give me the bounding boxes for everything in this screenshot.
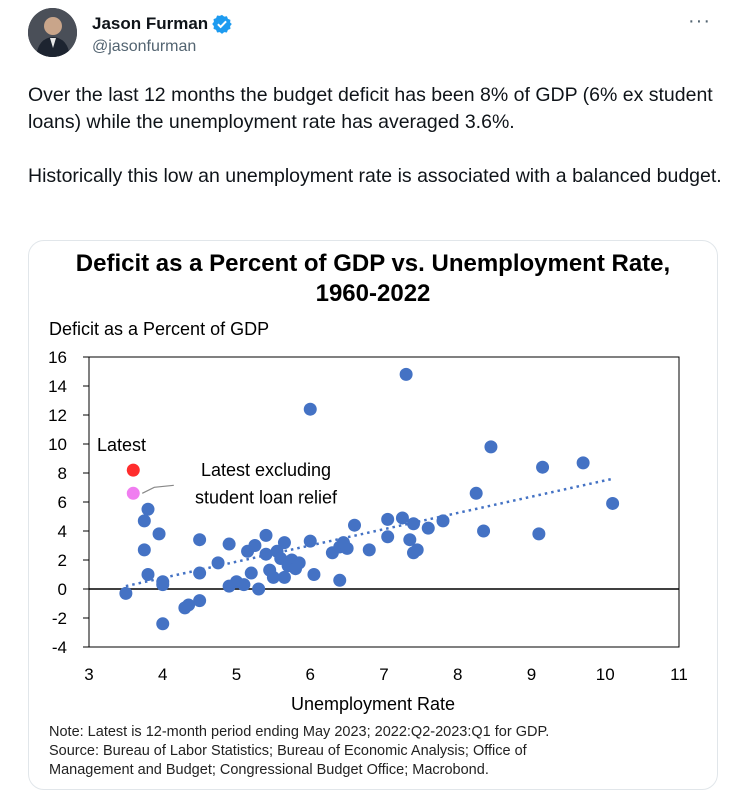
avatar[interactable] <box>28 8 77 57</box>
x-tick-label: 9 <box>527 665 536 684</box>
chart-note-line: Management and Budget; Congressional Bud… <box>49 762 489 778</box>
data-point <box>193 533 207 547</box>
latest-excluding-point <box>126 486 140 500</box>
more-options-icon[interactable]: ··· <box>688 10 711 32</box>
chart-note-line: Note: Latest is 12-month period ending M… <box>49 724 549 740</box>
data-point <box>403 533 417 547</box>
y-tick-label: 2 <box>58 551 67 570</box>
x-tick-label: 7 <box>379 665 388 684</box>
data-point <box>252 582 266 596</box>
x-tick-label: 8 <box>453 665 462 684</box>
author-handle[interactable]: @jasonfurman <box>92 38 197 55</box>
data-point <box>182 598 196 612</box>
latest-excluding-label-line2: student loan relief <box>195 487 338 507</box>
data-point <box>340 541 354 555</box>
data-point <box>137 514 151 528</box>
y-tick-label: 14 <box>48 377 67 396</box>
chart-title-line2: 1960-2022 <box>316 280 431 307</box>
data-point <box>606 496 620 510</box>
y-tick-label: 0 <box>58 580 67 599</box>
data-point <box>421 521 435 535</box>
x-tick-label: 3 <box>84 665 93 684</box>
y-tick-label: -2 <box>52 609 67 628</box>
y-tick-label: 12 <box>48 406 67 425</box>
avatar-image <box>28 8 77 57</box>
data-point <box>156 617 170 631</box>
data-point <box>141 502 155 516</box>
data-point <box>259 528 273 542</box>
data-point <box>244 566 258 580</box>
chart-note-line: Source: Bureau of Labor Statistics; Bure… <box>49 743 528 759</box>
data-point <box>266 570 280 584</box>
data-point <box>141 568 155 581</box>
data-point <box>477 524 491 538</box>
x-tick-label: 5 <box>232 665 241 684</box>
data-point <box>277 536 291 550</box>
author-name[interactable]: Jason Furman <box>92 14 209 33</box>
data-point <box>436 514 450 528</box>
data-point <box>362 543 376 557</box>
data-point <box>152 527 166 541</box>
latest-point <box>126 463 140 477</box>
data-point <box>307 568 321 581</box>
data-point <box>348 518 361 532</box>
x-tick-label: 10 <box>596 665 615 684</box>
data-point <box>303 402 317 416</box>
data-point <box>237 578 251 592</box>
data-point <box>303 534 317 548</box>
chart-title-line1: Deficit as a Percent of GDP vs. Unemploy… <box>76 250 670 277</box>
data-point <box>399 367 413 381</box>
latest-excluding-label-line1: Latest excluding <box>201 460 331 480</box>
data-point <box>536 460 550 474</box>
x-tick-label: 4 <box>158 665 167 684</box>
data-point <box>292 556 306 570</box>
data-point <box>193 566 207 580</box>
data-point <box>469 486 483 500</box>
data-point <box>410 543 424 557</box>
data-point <box>193 594 207 608</box>
y-tick-label: 16 <box>48 348 67 367</box>
tweet-paragraph: Over the last 12 months the budget defic… <box>28 84 713 133</box>
data-point <box>156 575 170 589</box>
data-point <box>576 456 590 470</box>
data-point <box>277 570 291 584</box>
tweet-header: Jason Furman @jasonfurman ··· <box>28 8 719 60</box>
y-tick-label: 4 <box>58 522 67 541</box>
tweet-paragraph: Historically this low an unemployment ra… <box>28 165 722 187</box>
scatter-chart: Deficit as a Percent of GDP vs. Unemploy… <box>48 250 688 778</box>
y-axis-label: Deficit as a Percent of GDP <box>49 319 269 339</box>
chart-image-card[interactable]: Deficit as a Percent of GDP vs. Unemploy… <box>28 240 718 790</box>
latest-excluding-pointer <box>141 484 174 494</box>
data-point <box>532 527 546 541</box>
tweet-text: Over the last 12 months the budget defic… <box>28 82 728 217</box>
data-point <box>211 556 225 570</box>
data-point <box>259 547 273 561</box>
trend-line <box>125 477 613 588</box>
data-point <box>381 530 395 544</box>
data-point <box>407 517 420 531</box>
x-tick-label: 11 <box>670 665 688 684</box>
y-tick-label: 6 <box>58 493 67 512</box>
data-point <box>248 539 262 552</box>
verified-badge-icon <box>212 14 233 34</box>
latest-label: Latest <box>97 435 146 455</box>
y-tick-label: 10 <box>48 435 67 454</box>
y-tick-label: -4 <box>52 638 67 657</box>
y-tick-label: 8 <box>58 464 67 483</box>
data-point <box>484 440 498 454</box>
data-point <box>222 537 236 551</box>
data-point <box>137 543 151 557</box>
x-axis-label: Unemployment Rate <box>291 694 455 714</box>
plot-area <box>88 356 680 648</box>
data-point <box>333 573 347 587</box>
data-point <box>119 586 133 600</box>
x-tick-label: 6 <box>306 665 315 684</box>
data-point <box>395 511 409 525</box>
name-row: Jason Furman <box>92 14 233 34</box>
data-point <box>381 512 395 526</box>
